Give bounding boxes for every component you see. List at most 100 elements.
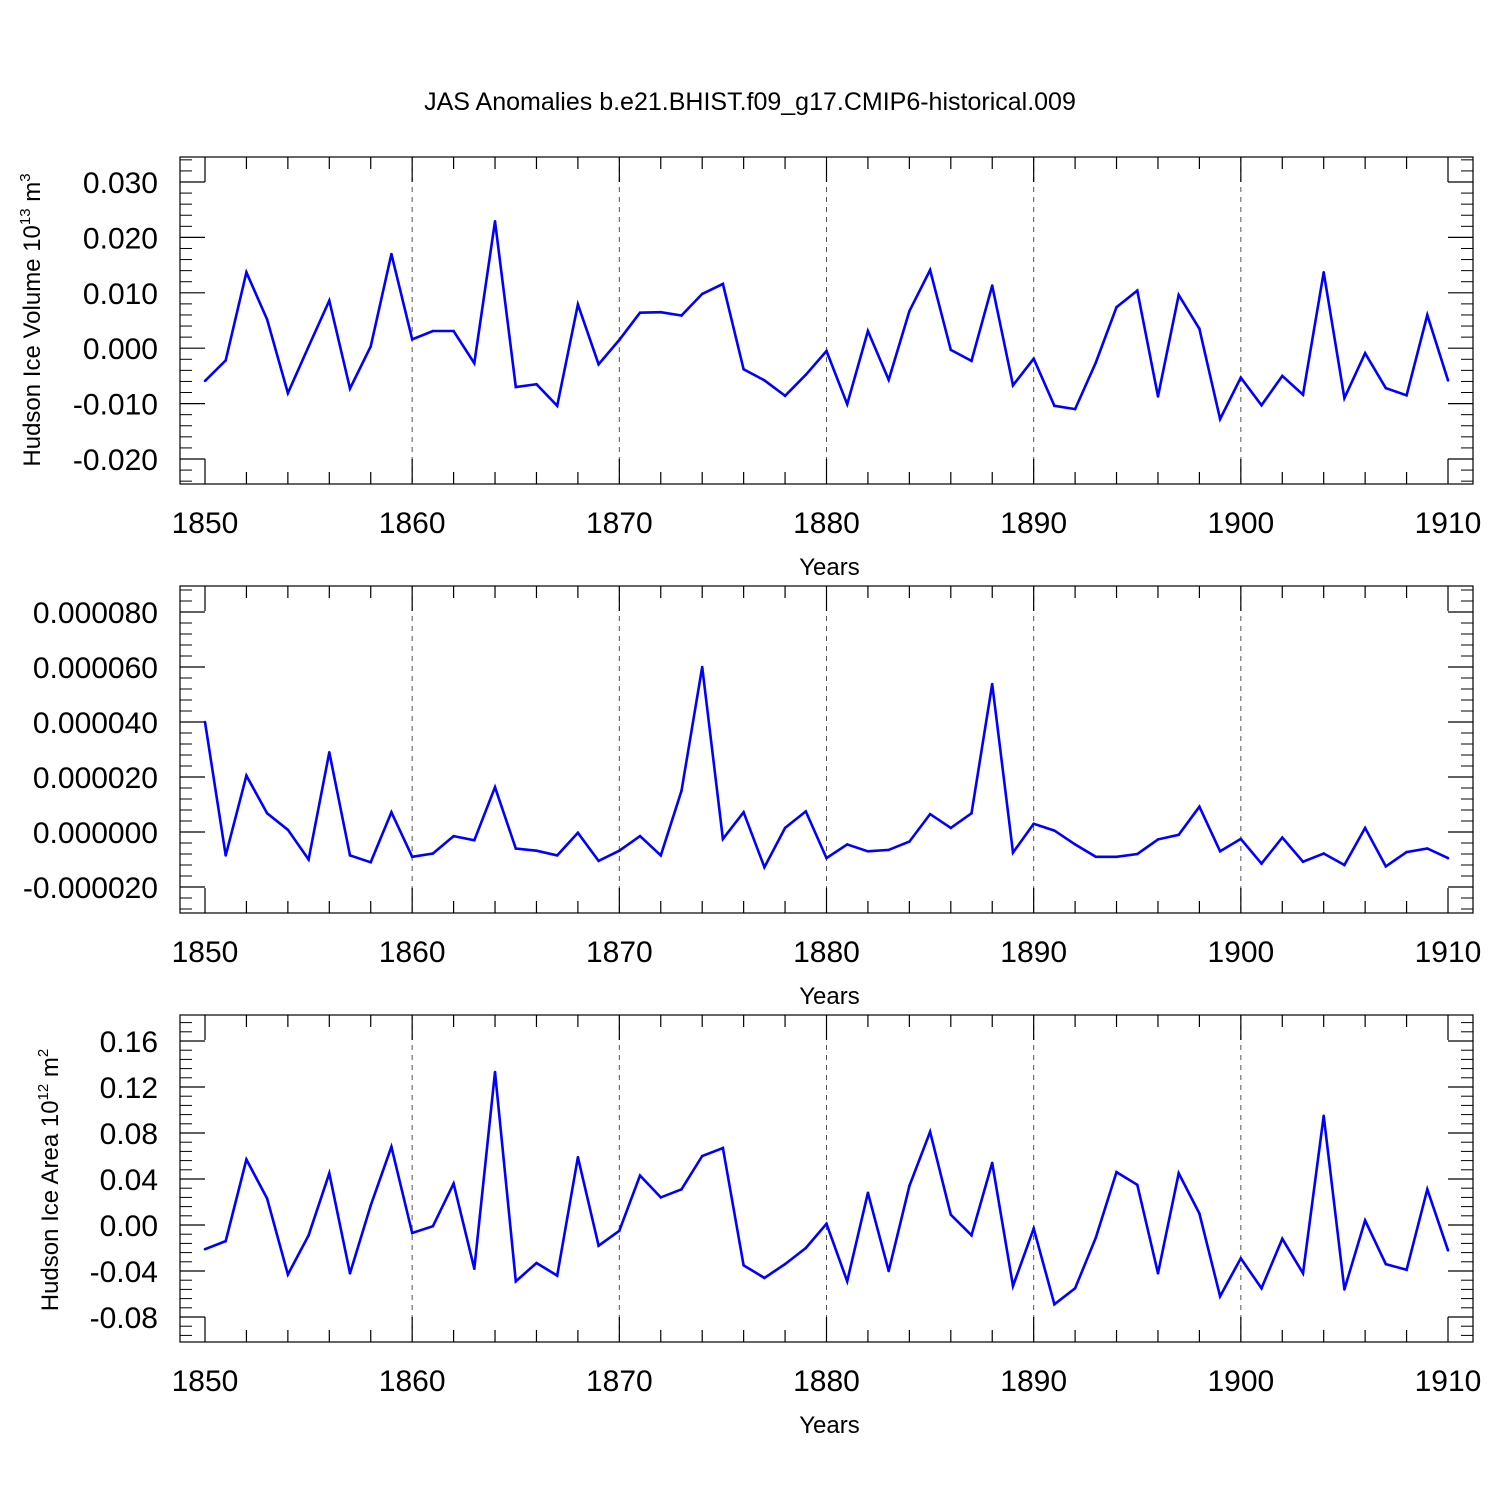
data-point bbox=[452, 1182, 455, 1185]
y-tick-label: -0.000020 bbox=[23, 872, 158, 905]
data-point bbox=[618, 849, 621, 852]
y-tick-label: 0.000000 bbox=[33, 817, 158, 850]
data-point bbox=[1032, 357, 1035, 361]
panels: -0.020 -0.010 0.000 0.010 0.020 0.030 1850 1860… bbox=[17, 156, 1482, 1439]
data-point bbox=[949, 826, 953, 830]
data-point bbox=[307, 1234, 310, 1237]
data-point bbox=[970, 359, 973, 363]
data-point bbox=[1446, 379, 1450, 382]
data-point bbox=[928, 1130, 932, 1134]
data-point bbox=[1280, 1237, 1284, 1241]
data-point bbox=[1260, 1286, 1263, 1290]
data-point bbox=[700, 292, 704, 296]
data-point bbox=[390, 1145, 393, 1149]
data-point bbox=[1218, 417, 1222, 421]
data-point bbox=[1053, 1303, 1056, 1306]
data-point bbox=[1053, 404, 1056, 408]
data-point bbox=[1343, 396, 1346, 400]
data-point bbox=[845, 843, 849, 846]
data-point bbox=[618, 338, 621, 342]
y-tick-label: 0.00 bbox=[100, 1210, 158, 1243]
data-point bbox=[1239, 376, 1243, 379]
data-point bbox=[203, 379, 207, 383]
data-point bbox=[1135, 1183, 1139, 1187]
x-tick-label: 1880 bbox=[793, 507, 860, 540]
data-point bbox=[1384, 386, 1388, 390]
data-point bbox=[763, 1276, 766, 1280]
x-tick-label: 1850 bbox=[172, 507, 239, 540]
data-point bbox=[1405, 1268, 1408, 1272]
data-point bbox=[1073, 1286, 1077, 1290]
data-point bbox=[597, 859, 600, 863]
data-point bbox=[1218, 849, 1222, 853]
data-point bbox=[1405, 850, 1408, 854]
data-point bbox=[742, 1263, 745, 1267]
data-point bbox=[328, 1171, 331, 1175]
data-point bbox=[887, 848, 890, 852]
data-point bbox=[1135, 289, 1139, 292]
y-axis-label: Hudson Ice Area 1012 m2 bbox=[35, 1049, 64, 1312]
data-point bbox=[1280, 836, 1284, 839]
data-point bbox=[473, 1267, 476, 1270]
data-point bbox=[555, 404, 559, 408]
data-point bbox=[618, 1229, 621, 1233]
data-point bbox=[390, 810, 393, 814]
data-point bbox=[1032, 822, 1035, 826]
data-point bbox=[307, 345, 310, 348]
data-point bbox=[1260, 403, 1263, 407]
x-tick-label: 1910 bbox=[1415, 936, 1482, 969]
data-point bbox=[1135, 852, 1139, 856]
data-point bbox=[348, 387, 352, 390]
data-point bbox=[1198, 1212, 1201, 1215]
data-point bbox=[555, 854, 559, 857]
data-point bbox=[825, 856, 828, 860]
y-tick-label: -0.04 bbox=[90, 1256, 158, 1289]
x-tick-label: 1860 bbox=[379, 1365, 446, 1398]
data-point bbox=[410, 855, 414, 859]
data-point bbox=[659, 310, 663, 314]
data-point bbox=[659, 1196, 663, 1199]
data-point bbox=[452, 834, 455, 838]
data-point bbox=[825, 349, 828, 353]
data-point bbox=[887, 1269, 890, 1273]
data-point bbox=[576, 831, 580, 835]
data-point bbox=[369, 1204, 373, 1207]
chart-title: JAS Anomalies b.e21.BHIST.f09_g17.CMIP6-… bbox=[424, 88, 1076, 116]
data-point bbox=[1177, 1171, 1180, 1175]
data-point bbox=[1032, 1227, 1035, 1230]
data-point bbox=[1156, 838, 1160, 841]
data-point bbox=[1156, 1272, 1160, 1275]
data-point bbox=[224, 1239, 228, 1243]
data-point bbox=[1425, 313, 1429, 317]
y-tick-label: 0.12 bbox=[100, 1072, 158, 1105]
data-point bbox=[245, 271, 248, 274]
data-point bbox=[845, 1280, 849, 1283]
data-point bbox=[535, 849, 538, 852]
data-point bbox=[742, 367, 745, 371]
data-point bbox=[742, 810, 745, 814]
data-point bbox=[970, 812, 973, 815]
data-point bbox=[473, 838, 476, 842]
x-tick-label: 1870 bbox=[586, 507, 653, 540]
data-point bbox=[473, 361, 476, 365]
data-point bbox=[680, 314, 683, 317]
data-point bbox=[1156, 395, 1160, 398]
data-point bbox=[1073, 407, 1077, 411]
data-point bbox=[245, 774, 248, 777]
y-tick-label: 0.04 bbox=[100, 1164, 158, 1197]
x-tick-label: 1850 bbox=[172, 936, 239, 969]
y-tick-label: 0.020 bbox=[83, 222, 158, 255]
data-point bbox=[493, 1070, 497, 1074]
data-point bbox=[286, 1273, 290, 1276]
data-point bbox=[265, 318, 269, 321]
data-point bbox=[328, 299, 331, 302]
data-point bbox=[990, 682, 994, 686]
data-point bbox=[1218, 1295, 1222, 1298]
data-point bbox=[1239, 837, 1243, 841]
data-point bbox=[680, 1188, 683, 1191]
x-tick-label: 1900 bbox=[1207, 1365, 1274, 1398]
data-point bbox=[555, 1274, 559, 1277]
data-point bbox=[265, 812, 269, 815]
data-point bbox=[597, 362, 600, 366]
